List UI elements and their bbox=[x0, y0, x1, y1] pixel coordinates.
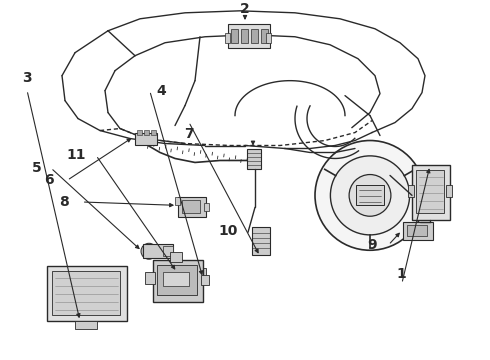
Text: 3: 3 bbox=[22, 71, 32, 85]
Bar bbox=[225, 33, 230, 43]
Text: 9: 9 bbox=[368, 238, 377, 252]
Bar bbox=[170, 252, 182, 262]
Bar bbox=[228, 24, 270, 48]
Bar bbox=[201, 275, 209, 285]
Bar bbox=[231, 29, 238, 43]
Bar bbox=[261, 29, 268, 43]
Text: 8: 8 bbox=[59, 195, 69, 209]
Text: 11: 11 bbox=[66, 148, 86, 162]
Bar bbox=[416, 170, 444, 213]
Bar bbox=[145, 272, 155, 284]
Circle shape bbox=[141, 243, 157, 259]
Text: 7: 7 bbox=[184, 127, 194, 141]
Bar bbox=[182, 201, 200, 213]
Text: 1: 1 bbox=[397, 267, 407, 281]
Bar bbox=[52, 271, 120, 315]
Text: 10: 10 bbox=[218, 224, 238, 238]
Bar bbox=[446, 185, 452, 197]
Bar bbox=[204, 203, 209, 211]
Bar bbox=[266, 33, 271, 43]
Bar bbox=[178, 197, 206, 217]
Circle shape bbox=[178, 265, 192, 279]
Bar bbox=[47, 266, 127, 321]
Circle shape bbox=[330, 156, 410, 235]
Bar bbox=[163, 272, 189, 286]
Bar bbox=[143, 244, 173, 258]
Bar bbox=[163, 246, 173, 256]
Bar bbox=[407, 225, 427, 236]
Bar bbox=[144, 130, 149, 135]
Bar bbox=[190, 268, 206, 276]
Bar bbox=[252, 227, 270, 255]
Bar bbox=[135, 132, 157, 144]
Text: 2: 2 bbox=[240, 2, 250, 16]
Bar bbox=[247, 149, 261, 170]
Circle shape bbox=[145, 247, 153, 255]
Bar bbox=[251, 29, 258, 43]
Bar bbox=[75, 321, 97, 329]
Bar bbox=[356, 185, 384, 205]
Bar bbox=[153, 260, 203, 302]
Bar bbox=[408, 185, 414, 197]
Bar bbox=[157, 265, 197, 295]
Text: 5: 5 bbox=[32, 161, 42, 175]
Circle shape bbox=[315, 140, 425, 250]
Circle shape bbox=[349, 175, 391, 216]
Bar bbox=[175, 197, 180, 205]
Bar bbox=[241, 29, 248, 43]
Text: 6: 6 bbox=[44, 174, 54, 188]
Bar bbox=[403, 222, 433, 240]
Bar bbox=[137, 130, 142, 135]
Bar bbox=[151, 130, 156, 135]
Bar bbox=[412, 166, 450, 220]
Text: 4: 4 bbox=[157, 84, 167, 98]
